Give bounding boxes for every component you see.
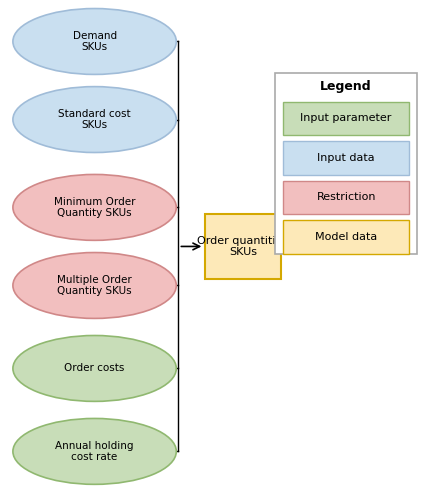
Ellipse shape — [13, 336, 176, 401]
FancyBboxPatch shape — [283, 102, 409, 135]
Text: Legend: Legend — [320, 81, 372, 93]
FancyBboxPatch shape — [283, 141, 409, 175]
Ellipse shape — [13, 253, 176, 319]
Ellipse shape — [13, 86, 176, 152]
FancyBboxPatch shape — [205, 214, 280, 279]
Text: Order quantities
SKUs: Order quantities SKUs — [197, 236, 289, 257]
Ellipse shape — [13, 418, 176, 484]
Text: Standard cost
SKUs: Standard cost SKUs — [58, 109, 131, 130]
Text: Restriction: Restriction — [316, 192, 376, 203]
Text: Input parameter: Input parameter — [301, 113, 392, 123]
Text: Demand
SKUs: Demand SKUs — [73, 31, 117, 52]
FancyBboxPatch shape — [283, 220, 409, 254]
Text: Annual holding
cost rate: Annual holding cost rate — [55, 441, 134, 462]
Ellipse shape — [13, 8, 176, 74]
Text: Input data: Input data — [317, 153, 375, 163]
Text: Model data: Model data — [315, 232, 377, 242]
FancyBboxPatch shape — [283, 181, 409, 214]
FancyBboxPatch shape — [275, 73, 417, 254]
Text: Minimum Order
Quantity SKUs: Minimum Order Quantity SKUs — [54, 197, 135, 218]
Text: Multiple Order
Quantity SKUs: Multiple Order Quantity SKUs — [57, 275, 132, 296]
Text: Order costs: Order costs — [64, 364, 125, 373]
Ellipse shape — [13, 175, 176, 241]
